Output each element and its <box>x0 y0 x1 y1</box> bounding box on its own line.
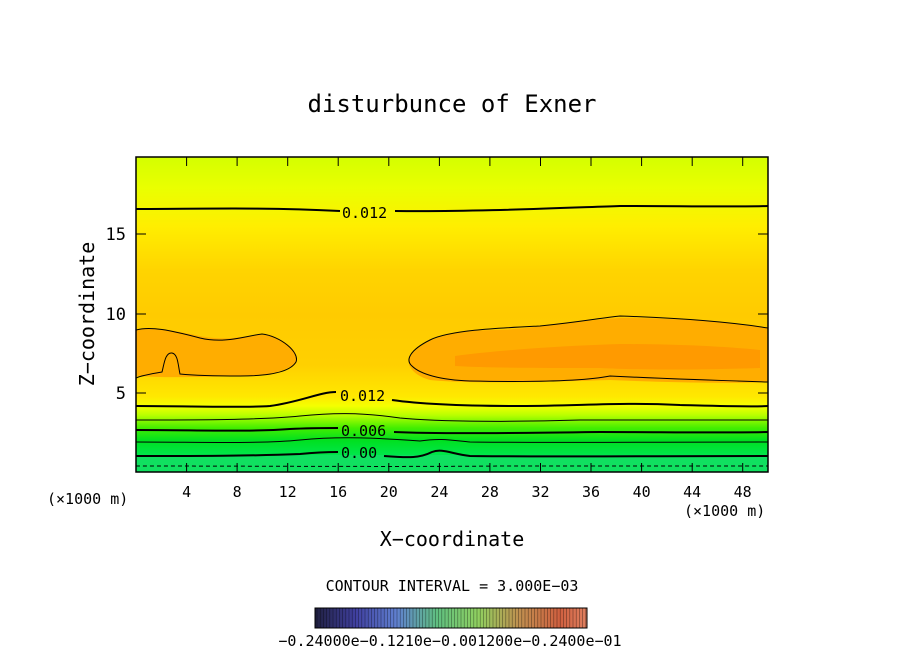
x-tick-label: 40 <box>633 483 651 501</box>
x-tick-label: 44 <box>683 483 701 501</box>
plot-area <box>136 157 768 472</box>
x-tick-labels: 4 8 12 16 20 24 28 32 36 40 44 48 <box>182 483 752 501</box>
chart-title: disturbunce of Exner <box>308 90 597 118</box>
contour-line-006-a <box>136 413 768 422</box>
y-ticks <box>136 233 768 394</box>
x-tick-label: 36 <box>582 483 600 501</box>
colorbar <box>314 607 588 629</box>
x-tick-label: 12 <box>279 483 297 501</box>
x-unit-right: (×1000 m) <box>684 502 765 520</box>
contour-line-003 <box>136 437 768 443</box>
x-ticks-bottom <box>186 463 744 472</box>
y-tick-label: 15 <box>106 225 126 245</box>
y-tick-label: 10 <box>106 305 126 325</box>
x-tick-label: 8 <box>233 483 242 501</box>
field-core-left <box>136 328 297 378</box>
field-background <box>136 157 768 472</box>
x-tick-label: 28 <box>481 483 499 501</box>
contour-interval: CONTOUR INTERVAL = 3.000E−03 <box>326 577 579 595</box>
contour-line-core-right <box>408 315 768 383</box>
x-tick-label: 4 <box>182 483 191 501</box>
colorbar-stripes <box>316 608 587 628</box>
field-core-right-inner <box>455 344 760 370</box>
colorbar-labels: −0.24000e−0.1210e−0.001200e−0.2400e−01 <box>278 632 621 650</box>
contour-label-006: 0.006 <box>341 422 386 440</box>
contour-line-core-left <box>136 327 297 379</box>
contour-line-upper <box>136 204 768 213</box>
contour-label-000: 0.00 <box>341 444 377 462</box>
y-tick-labels: 5 10 15 <box>106 225 126 404</box>
y-tick-label: 5 <box>116 384 126 404</box>
x-tick-label: 32 <box>531 483 549 501</box>
x-tick-label: 20 <box>380 483 398 501</box>
y-axis-label: Z−coordinate <box>75 242 99 387</box>
contour-line-000 <box>136 449 768 459</box>
contour-label-012-lower: 0.012 <box>340 387 385 405</box>
x-ticks-top <box>186 157 744 166</box>
x-axis-label: X−coordinate <box>380 527 525 551</box>
field-bottom-band <box>136 455 768 472</box>
contour-line-012-lower <box>136 391 768 408</box>
contour-line-006 <box>136 427 768 435</box>
x-unit-left: (×1000 m) <box>47 490 128 508</box>
x-tick-label: 48 <box>734 483 752 501</box>
x-tick-label: 16 <box>329 483 347 501</box>
x-tick-label: 24 <box>430 483 448 501</box>
contour-label-012-upper: 0.012 <box>342 204 387 222</box>
